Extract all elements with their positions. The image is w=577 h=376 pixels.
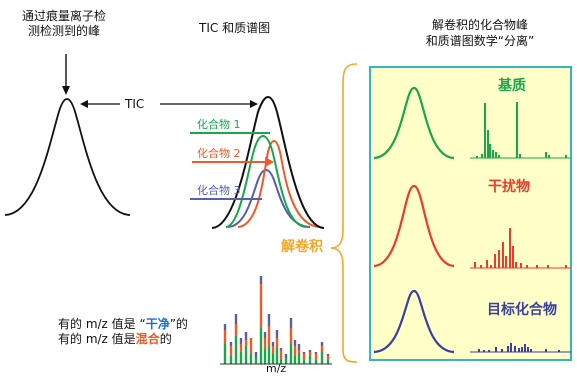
mz-note-line2-prefix: 有的 m/z 值是 — [58, 332, 136, 346]
right-title-line1: 解卷积的化合物峰 — [431, 18, 528, 32]
right-title: 解卷积的化合物峰 和质谱图数学“分离” — [390, 17, 570, 49]
left-title: 通过痕量离子检 测检测到的峰 — [4, 9, 124, 39]
mz-note: 有的 m/z 值是 “干净”的 有的 m/z 值是混合的 — [58, 317, 188, 347]
panel-spectra — [470, 102, 571, 353]
mz-axis-label: m/z — [266, 362, 287, 375]
compound-2-label: 化合物 2 — [197, 147, 241, 160]
right-title-line2: 和质谱图数学“分离” — [425, 34, 535, 48]
mz-note-line1-prefix: 有的 m/z 值是 “ — [58, 317, 146, 331]
compound-1-peak — [225, 134, 307, 228]
panel-peak-1 — [373, 184, 455, 268]
tic-peak-curve — [211, 95, 325, 229]
mixed-spectrum — [223, 276, 330, 364]
tic-arrow-left-head — [80, 100, 88, 108]
deconvolution-brace — [330, 63, 358, 363]
panel-label-matrix: 基质 — [498, 78, 526, 94]
panel-label-target: 目标化合物 — [487, 302, 557, 318]
mz-note-line1-suffix: ”的 — [169, 317, 188, 331]
mz-note-line2-suffix: 的 — [159, 332, 172, 346]
left-title-line1: 通过痕量离子检 — [21, 9, 106, 23]
tic-arrow-right-head — [250, 100, 258, 108]
panel-peak-0 — [373, 86, 455, 160]
left-peak-curve — [4, 98, 131, 216]
compound-2-arrowhead — [265, 157, 274, 167]
compound-3-label: 化合物 3 — [197, 184, 241, 197]
deconvolution-label: 解卷积 — [281, 239, 323, 255]
mz-note-line1: 有的 m/z 值是 “干净”的 — [58, 317, 188, 332]
panel-peaks — [373, 86, 455, 354]
left-title-arrowhead — [62, 86, 70, 95]
compound-1-label: 化合物 1 — [197, 118, 241, 131]
compound-2-peak — [237, 139, 321, 228]
mz-note-clean-word: 干净 — [145, 317, 170, 331]
mz-note-line2: 有的 m/z 值是混合的 — [58, 332, 188, 347]
mz-note-mixed-word: 混合 — [135, 332, 160, 346]
middle-title: TIC 和质谱图 — [199, 21, 271, 35]
left-title-line2: 测检测到的峰 — [27, 24, 100, 38]
panel-peak-2 — [373, 289, 455, 354]
panel-label-interference: 干扰物 — [488, 179, 530, 195]
tic-label: TIC — [125, 97, 145, 111]
middle-peak-group — [190, 95, 325, 229]
